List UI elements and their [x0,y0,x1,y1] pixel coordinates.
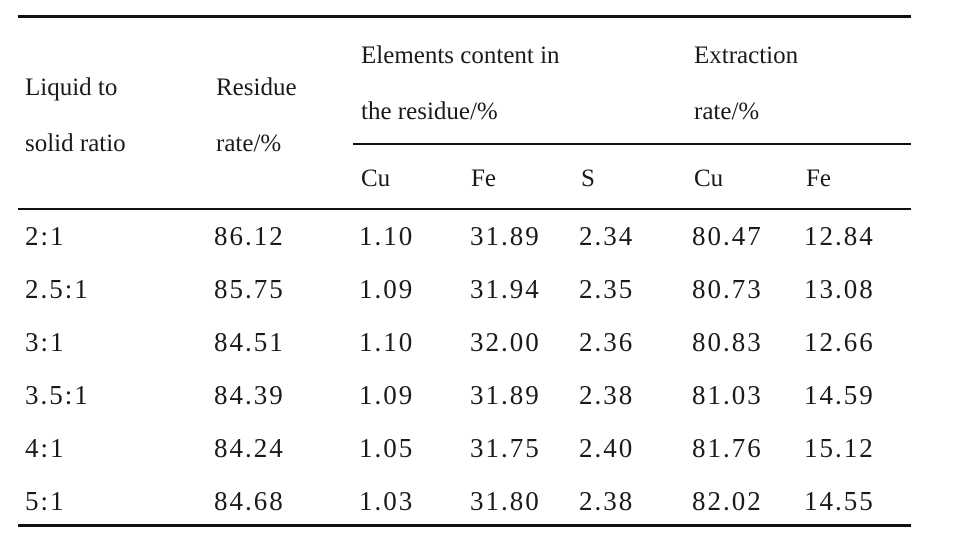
cell-fe-content: 31.89 [470,380,541,410]
top-rule [18,15,911,18]
cell-fe-content: 31.94 [470,274,541,304]
header-col1-line2: solid ratio [25,130,126,157]
bottom-rule [18,524,911,527]
cell-cu-extraction: 81.03 [692,380,763,410]
cell-residue-rate: 84.24 [214,433,285,463]
cell-residue-rate: 84.51 [214,327,285,357]
cell-fe-extraction: 14.59 [804,380,875,410]
cell-fe-extraction: 14.55 [804,486,875,516]
header-col2-line1: Residue [216,74,297,101]
cell-fe-extraction: 12.66 [804,327,875,357]
cell-ratio: 3:1 [25,327,66,357]
subheader-rule [353,143,911,145]
header-col2-line2: rate/% [216,130,282,157]
subheader-fe: Fe [471,165,496,192]
subheader-extraction-fe: Fe [806,165,831,192]
cell-s-content: 2.38 [579,486,635,516]
header-bottom-rule [18,208,911,210]
subheader-s: S [581,165,595,192]
cell-s-content: 2.35 [579,274,635,304]
cell-cu-extraction: 80.83 [692,327,763,357]
cell-cu-extraction: 81.76 [692,433,763,463]
cell-ratio: 4:1 [25,433,66,463]
header-group2-line1: Extraction [694,42,799,69]
cell-ratio: 2:1 [25,221,66,251]
cell-fe-content: 31.75 [470,433,541,463]
cell-fe-extraction: 15.12 [804,433,875,463]
header-group1-line1: Elements content in [361,42,560,69]
cell-ratio: 5:1 [25,486,66,516]
cell-s-content: 2.38 [579,380,635,410]
subheader-extraction-cu: Cu [694,165,724,192]
cell-residue-rate: 85.75 [214,274,285,304]
cell-cu-extraction: 80.73 [692,274,763,304]
cell-cu-content: 1.09 [359,274,415,304]
cell-fe-extraction: 13.08 [804,274,875,304]
cell-fe-content: 32.00 [470,327,541,357]
header-group1-line2: the residue/% [361,98,498,125]
cell-fe-content: 31.89 [470,221,541,251]
cell-ratio: 2.5:1 [25,274,90,304]
header-col1-line1: Liquid to [25,74,118,101]
header-group2-line2: rate/% [694,98,760,125]
cell-cu-content: 1.10 [359,221,415,251]
cell-cu-content: 1.09 [359,380,415,410]
cell-fe-content: 31.80 [470,486,541,516]
cell-cu-extraction: 80.47 [692,221,763,251]
cell-fe-extraction: 12.84 [804,221,875,251]
cell-cu-content: 1.05 [359,433,415,463]
cell-s-content: 2.36 [579,327,635,357]
cell-cu-content: 1.03 [359,486,415,516]
cell-residue-rate: 84.68 [214,486,285,516]
cell-s-content: 2.40 [579,433,635,463]
cell-cu-content: 1.10 [359,327,415,357]
cell-cu-extraction: 82.02 [692,486,763,516]
subheader-cu: Cu [361,165,391,192]
cell-residue-rate: 86.12 [214,221,285,251]
cell-ratio: 3.5:1 [25,380,90,410]
cell-residue-rate: 84.39 [214,380,285,410]
cell-s-content: 2.34 [579,221,635,251]
